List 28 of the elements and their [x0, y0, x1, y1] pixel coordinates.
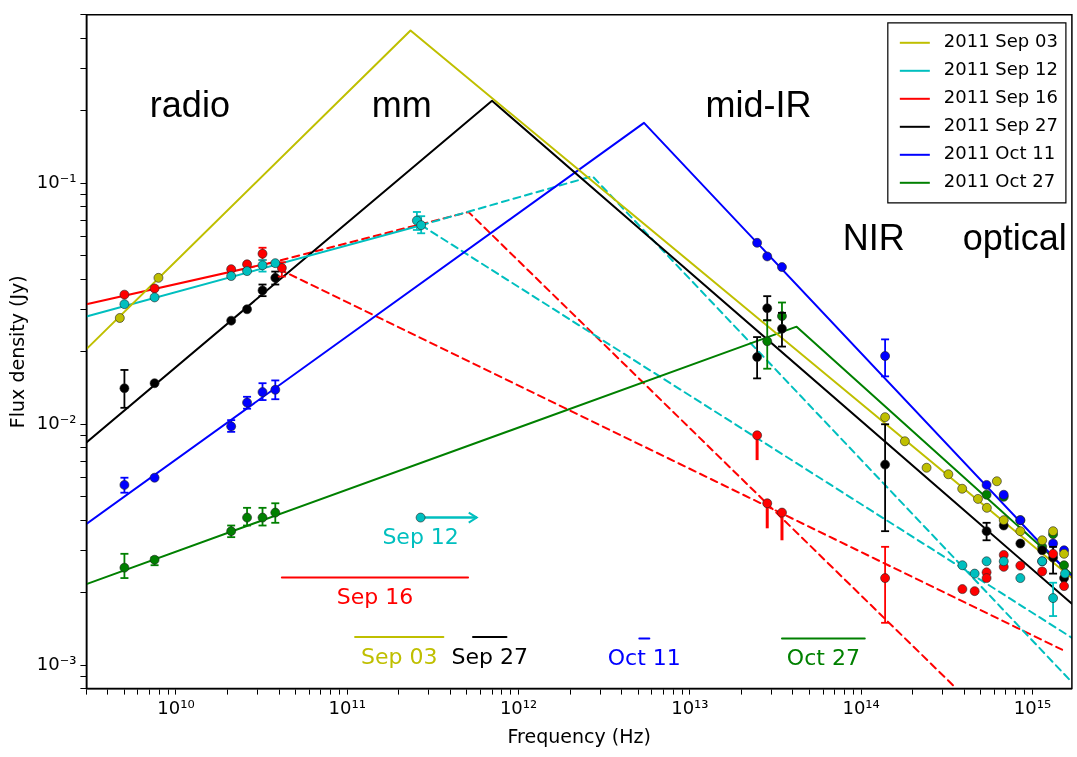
- x-axis-title: Frequency (Hz): [507, 724, 651, 747]
- legend-label: 2011 Sep 12: [943, 58, 1058, 80]
- x-tick-label: 10¹¹: [328, 697, 366, 719]
- annotation: Sep 12: [382, 524, 459, 550]
- x-tick-label: 10¹⁰: [157, 697, 195, 719]
- legend-label: 2011 Sep 03: [943, 30, 1058, 52]
- y-tick-label: 10⁻²: [36, 411, 77, 433]
- annotation: radio: [149, 84, 230, 126]
- annotation: Oct 11: [607, 645, 681, 671]
- y-tick-label: 10⁻³: [36, 652, 77, 674]
- legend-label: 2011 Sep 27: [943, 114, 1058, 136]
- x-tick-label: 10¹²: [499, 697, 538, 719]
- y-axis-title: Flux density (Jy): [6, 275, 29, 429]
- annotation: Sep 16: [336, 584, 414, 610]
- annotation: Sep 27: [451, 643, 528, 669]
- legend-label: 2011 Oct 27: [943, 170, 1056, 192]
- annotation: mm: [371, 84, 432, 126]
- annotation: Sep 03: [360, 643, 438, 669]
- x-tick-label: 10¹³: [671, 697, 709, 719]
- x-tick-label: 10¹⁴: [842, 697, 880, 719]
- y-tick-label: 10⁻¹: [36, 170, 77, 192]
- annotation: mid-IR: [705, 84, 812, 126]
- legend-label: 2011 Oct 11: [943, 142, 1056, 164]
- annotation: optical: [962, 217, 1067, 259]
- x-tick-label: 10¹⁵: [1013, 697, 1052, 719]
- annotation: Oct 27: [786, 645, 860, 671]
- legend-label: 2011 Sep 16: [943, 86, 1058, 108]
- annotation: NIR: [842, 217, 905, 259]
